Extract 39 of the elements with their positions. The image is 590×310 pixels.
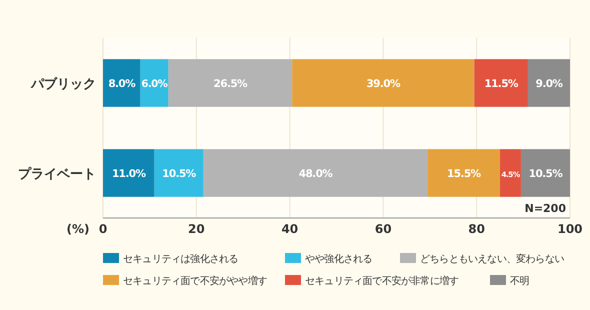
data-label: 8.0% [108, 78, 136, 90]
bar [292, 59, 474, 107]
legend-label: どちらともいえない、変わらない [420, 253, 564, 265]
x-tick-label: 100 [557, 222, 583, 236]
legend-label: セキュリティは強化される [123, 253, 238, 265]
bar [203, 149, 428, 197]
legend-label: 不明 [510, 276, 530, 287]
legend-label: セキュリティ面で不安がやや増す [123, 275, 268, 287]
x-axis-title: (%) [66, 222, 90, 236]
bar [528, 59, 570, 107]
x-tick-label: 60 [374, 222, 392, 236]
annotation: N=200 [524, 202, 566, 215]
bar [500, 149, 521, 197]
x-tick-label: 20 [188, 222, 205, 236]
x-tick-label: 0 [98, 222, 108, 236]
bar [103, 149, 154, 197]
bar [428, 149, 500, 197]
data-label: 11.0% [112, 168, 146, 180]
legend-label: やや強化される [305, 253, 372, 265]
y-tick-label: パブリック [30, 76, 96, 92]
bar [140, 59, 168, 107]
x-tick-label: 40 [281, 222, 298, 236]
data-label: 39.0% [366, 78, 401, 90]
data-label: 6.0% [141, 79, 168, 90]
data-label: 11.5% [484, 78, 519, 90]
data-label: 15.5% [447, 168, 482, 180]
data-label: 48.0% [298, 168, 334, 180]
data-label: 9.0% [536, 78, 564, 90]
data-label: 26.5% [214, 78, 248, 90]
data-label: 10.5% [528, 168, 564, 180]
data-label: 10.5% [162, 168, 197, 180]
bar [154, 149, 204, 197]
bar [474, 59, 528, 107]
bar [103, 59, 140, 107]
x-tick-label: 80 [468, 222, 485, 236]
bar [168, 59, 292, 107]
legend-label: セキュリティ面で不安が非常に増す [305, 275, 459, 287]
bar [520, 149, 570, 197]
y-tick-label: プライベート [18, 166, 96, 182]
